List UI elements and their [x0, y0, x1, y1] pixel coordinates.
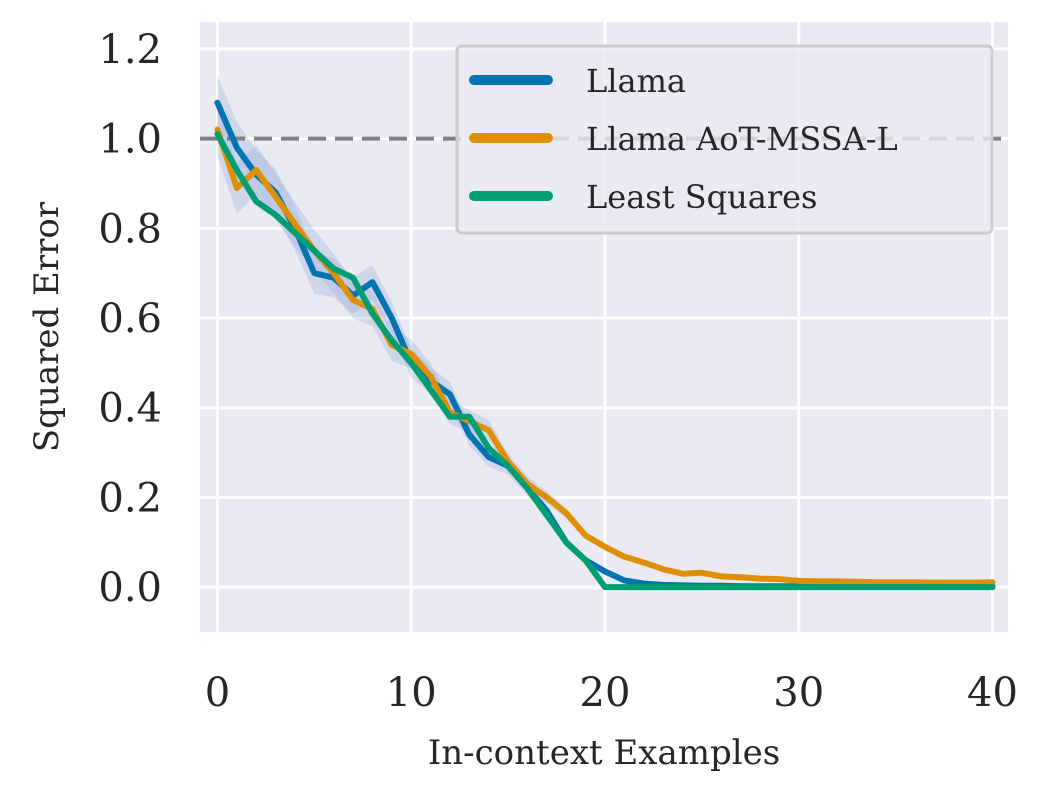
- y-tick-label: 0.0: [98, 565, 162, 611]
- y-tick-label: 0.8: [98, 206, 162, 252]
- y-tick-labels: 0.0 0.2 0.4 0.6 0.8 1.0 1.2: [98, 27, 162, 611]
- legend-box: [455, 44, 994, 235]
- y-tick-label: 0.2: [98, 475, 162, 521]
- y-tick-label: 0.4: [98, 386, 162, 432]
- legend-label: Llama: [586, 62, 686, 100]
- x-axis-label: In-context Examples: [428, 733, 780, 773]
- x-tick-label: 10: [386, 670, 437, 716]
- x-tick-label: 0: [205, 670, 230, 716]
- y-tick-label: 0.6: [98, 296, 162, 342]
- y-tick-label: 1.2: [98, 27, 162, 73]
- x-tick-label: 20: [580, 670, 631, 716]
- series-line: [214, 126, 996, 586]
- series-lines: [214, 99, 996, 591]
- legend-label: Least Squares: [586, 178, 817, 216]
- legend-label: Llama AoT-MSSA-L: [586, 120, 898, 158]
- legend: Llama Llama AoT-MSSA-L Least Squares: [455, 44, 994, 235]
- x-tick-label: 40: [967, 670, 1018, 716]
- x-tick-labels: 0 10 20 30 40: [205, 670, 1018, 716]
- y-tick-label: 1.0: [98, 117, 162, 163]
- x-tick-label: 30: [773, 670, 824, 716]
- series-line: [214, 131, 996, 591]
- y-axis-label: Squared Error: [27, 201, 67, 452]
